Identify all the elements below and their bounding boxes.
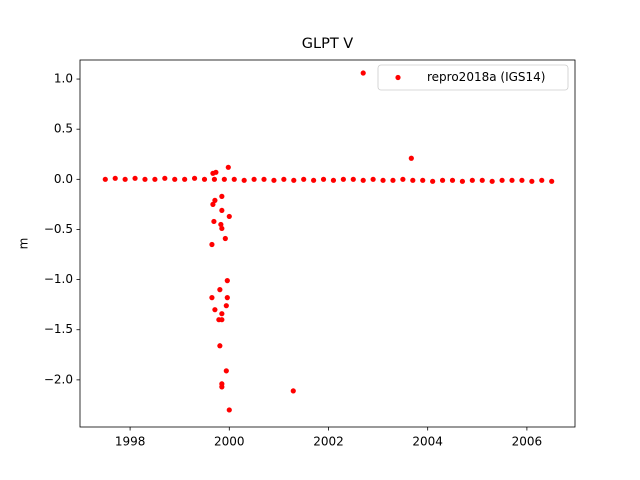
x-tick-label: 2006 [512, 435, 543, 449]
y-tick-label: −0.5 [44, 222, 73, 236]
point [219, 225, 225, 232]
point [212, 307, 218, 313]
y-tick-label: −2.0 [44, 372, 73, 386]
point [218, 221, 224, 228]
x-tick-label: 2002 [313, 435, 344, 449]
point [222, 235, 228, 242]
point [408, 155, 414, 161]
y-tick-label: −1.0 [44, 272, 73, 286]
y-tick-label: 1.0 [54, 72, 73, 86]
point [360, 177, 366, 183]
point [219, 384, 225, 390]
point [360, 70, 366, 76]
legend-label: repro2018a (IGS14) [427, 70, 545, 84]
point [219, 207, 225, 214]
point [509, 177, 515, 183]
point [370, 176, 376, 182]
point [142, 176, 148, 182]
point [291, 177, 297, 183]
point [420, 177, 426, 183]
point [489, 178, 495, 184]
point [350, 176, 356, 182]
point [439, 177, 446, 183]
point [210, 201, 216, 207]
point [217, 287, 223, 293]
point [430, 178, 436, 184]
point [112, 175, 118, 181]
point [380, 177, 386, 183]
legend-box [377, 64, 569, 91]
point [251, 176, 257, 182]
point [499, 177, 505, 183]
legend-marker [395, 74, 401, 81]
point [212, 197, 218, 203]
point [209, 295, 215, 301]
x-tick-label: 1998 [115, 435, 146, 449]
point [102, 176, 108, 182]
y-tick-label: 0.5 [54, 122, 73, 136]
point [400, 176, 406, 182]
point [132, 175, 138, 181]
point [519, 177, 525, 183]
y-tick-label: 0.0 [54, 172, 73, 186]
x-tick-label: 2004 [412, 435, 443, 449]
point [226, 213, 232, 220]
point [320, 176, 327, 182]
point [122, 176, 128, 182]
point [209, 241, 215, 248]
point [219, 317, 225, 323]
point [340, 176, 346, 182]
point [281, 176, 287, 182]
point [311, 177, 317, 183]
point [459, 178, 466, 184]
point [172, 176, 178, 182]
point [241, 177, 247, 183]
point [330, 177, 337, 183]
point [539, 177, 545, 183]
point [529, 178, 535, 184]
point [223, 368, 229, 374]
point [390, 177, 396, 183]
point [226, 407, 232, 413]
point [479, 177, 485, 183]
point [152, 176, 158, 182]
y-axis-label: m [17, 238, 31, 250]
y-tick-label: −1.5 [44, 322, 73, 336]
point [469, 177, 475, 183]
point [261, 176, 267, 182]
point [225, 164, 231, 170]
point [201, 176, 208, 182]
point [223, 303, 229, 309]
point [301, 176, 307, 182]
point [224, 295, 230, 301]
point [211, 176, 218, 182]
point [290, 388, 296, 394]
point [410, 177, 416, 183]
point [182, 176, 188, 182]
point [191, 175, 198, 181]
plot-frame [79, 59, 576, 428]
point [224, 278, 230, 284]
point [231, 176, 237, 182]
point [449, 177, 456, 183]
point [219, 193, 225, 199]
point [217, 343, 223, 349]
point [219, 311, 225, 317]
point [221, 176, 227, 182]
point [162, 175, 168, 181]
point [211, 218, 217, 225]
x-tick-label: 2000 [214, 435, 245, 449]
chart-title: GLPT V [302, 36, 354, 52]
point [213, 169, 219, 175]
point [271, 177, 277, 183]
point [549, 178, 555, 184]
